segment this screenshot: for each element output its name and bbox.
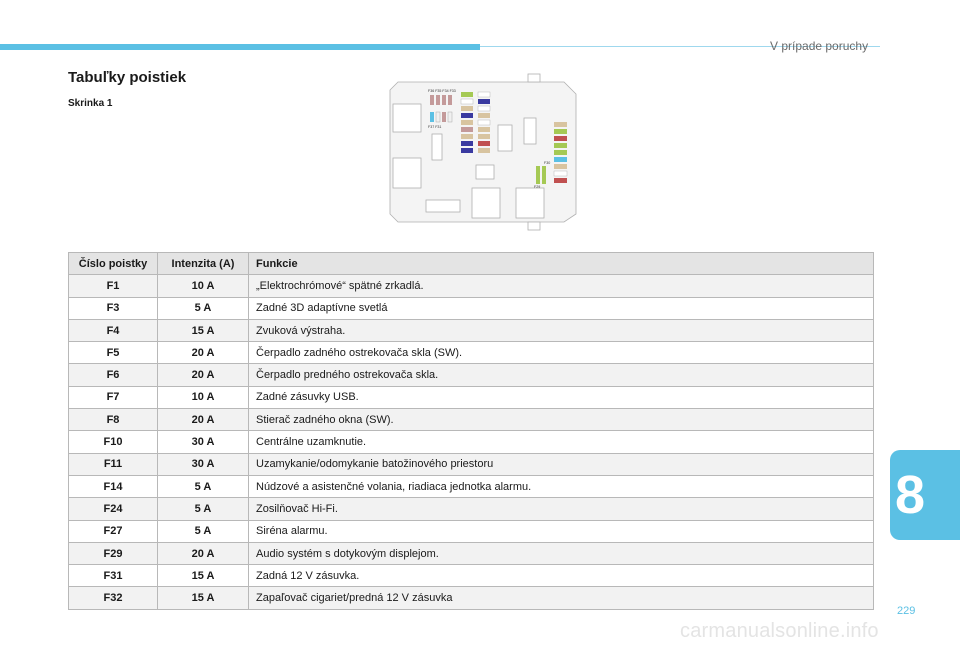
amperage-cell: 5 A — [157, 519, 249, 543]
amperage-cell: 5 A — [157, 296, 249, 320]
amperage-cell: 5 A — [157, 474, 249, 499]
fuse-number-cell: F10 — [68, 430, 158, 454]
fuse-number-cell: F6 — [68, 363, 158, 387]
function-cell: Zadná 12 V zásuvka. — [248, 564, 874, 588]
amperage-cell: 5 A — [157, 497, 249, 521]
amperage-cell: 15 A — [157, 586, 249, 610]
table-row: F14 5 A Núdzové a asistenčné volania, riad… — [68, 474, 874, 499]
table-row: F5 20 A Čerpadlo zadného ostrekovača skla … — [68, 341, 874, 365]
table-row: F31 15 A Zadná 12 V zásuvka. — [68, 564, 874, 588]
function-cell: Zadné zásuvky USB. — [248, 385, 874, 410]
function-cell: Siréna alarmu. — [248, 519, 874, 543]
function-cell: Uzamykanie/odomykanie batožinového pries… — [248, 452, 874, 476]
amperage-cell: 20 A — [157, 408, 249, 432]
mini-fuse-column-2 — [477, 91, 491, 153]
amperage-cell: 15 A — [157, 318, 249, 343]
fuse-number-cell: F14 — [68, 474, 158, 499]
table-row: F4 15 A Zvuková výstraha. — [68, 318, 874, 343]
table-header-row: Číslo poistky Intenzita (A) Funkcie — [68, 251, 874, 276]
maxi-fuses — [536, 166, 546, 184]
chapter-tab — [890, 450, 960, 540]
page-title: Tabuľky poistiek — [68, 69, 187, 86]
amperage-cell: 10 A — [157, 274, 249, 298]
section-title: V prípade poruchy — [770, 39, 869, 53]
chapter-number: 8 — [894, 465, 926, 525]
col-header-amperage: Intenzita (A) — [157, 251, 249, 276]
function-cell: Čerpadlo zadného ostrekovača skla (SW). — [248, 341, 874, 365]
function-cell: Audio systém s dotykovým displejom. — [248, 541, 874, 566]
fuse-table: Číslo poistky Intenzita (A) Funkcie F1 10… — [68, 251, 874, 610]
fuse-number-cell: F5 — [68, 341, 158, 365]
amperage-cell: 20 A — [157, 541, 249, 566]
function-cell: Čerpadlo predného ostrekovača skla. — [248, 363, 874, 387]
fuse-number-cell: F29 — [68, 541, 158, 566]
diagram-label-right-top: F30 — [544, 161, 550, 165]
fuse-number-cell: F31 — [68, 564, 158, 588]
fuse-number-cell: F1 — [68, 274, 158, 298]
amperage-cell: 30 A — [157, 430, 249, 454]
function-cell: Zvuková výstraha. — [248, 318, 874, 343]
watermark: carmanualsonline.info — [680, 620, 879, 642]
fuse-number-cell: F27 — [68, 519, 158, 543]
fuse-number-cell: F7 — [68, 385, 158, 410]
amperage-cell: 10 A — [157, 385, 249, 410]
table-row: F11 30 A Uzamykanie/odomykanie batožinovéh… — [68, 452, 874, 476]
function-cell: Stierač zadného okna (SW). — [248, 408, 874, 432]
function-cell: „Elektrochrómové“ spätné zrkadlá. — [248, 274, 874, 298]
fuse-number-cell: F11 — [68, 452, 158, 476]
page-subtitle: Skrinka 1 — [68, 98, 113, 109]
diagram-label-right-bottom: F29 — [534, 185, 540, 189]
accent-bar — [0, 44, 480, 50]
function-cell: Centrálne uzamknutie. — [248, 430, 874, 454]
amperage-cell: 15 A — [157, 564, 249, 588]
fuse-number-cell: F3 — [68, 296, 158, 320]
table-row: F27 5 A Siréna alarmu. — [68, 519, 874, 543]
table-row: F8 20 A Stierač zadného okna (SW). — [68, 408, 874, 432]
function-cell: Zapaľovač cigariet/predná 12 V zásuvka — [248, 586, 874, 610]
col-header-fuse: Číslo poistky — [68, 251, 158, 276]
function-cell: Zosilňovač Hi-Fi. — [248, 497, 874, 521]
fuse-number-cell: F8 — [68, 408, 158, 432]
diagram-label-top: F36 F35 F34 F33 — [428, 89, 456, 93]
accent-line — [480, 46, 880, 47]
table-row: F10 30 A Centrálne uzamknutie. — [68, 430, 874, 454]
fuse-box-diagram: F36 F35 F34 F33 F37 F31 F30 F29 — [389, 73, 577, 231]
table-row: F24 5 A Zosilňovač Hi-Fi. — [68, 497, 874, 521]
table-row: F29 20 A Audio systém s dotykovým displejo… — [68, 541, 874, 566]
mini-fuse-column-3 — [553, 122, 568, 183]
amperage-cell: 30 A — [157, 452, 249, 476]
col-header-function: Funkcie — [248, 251, 874, 276]
page-number: 229 — [897, 605, 916, 617]
diagram-label-left: F37 F31 — [428, 125, 441, 129]
amperage-cell: 20 A — [157, 341, 249, 365]
fuse-number-cell: F4 — [68, 318, 158, 343]
fuse-number-cell: F32 — [68, 586, 158, 610]
table-row: F32 15 A Zapaľovač cigariet/predná 12 V zá… — [68, 586, 874, 610]
function-cell: Zadné 3D adaptívne svetlá — [248, 296, 874, 320]
table-row: F6 20 A Čerpadlo predného ostrekovača skla… — [68, 363, 874, 387]
function-cell: Núdzové a asistenčné volania, riadiaca j… — [248, 474, 874, 499]
fuse-table-body: F1 10 A „Elektrochrómové“ spätné zrkadlá. F… — [68, 274, 874, 610]
mini-fuse-column-1 — [460, 92, 474, 153]
table-row: F1 10 A „Elektrochrómové“ spätné zrkadlá. — [68, 274, 874, 298]
amperage-cell: 20 A — [157, 363, 249, 387]
fuse-number-cell: F24 — [68, 497, 158, 521]
relay-fuses — [430, 95, 453, 123]
table-row: F7 10 A Zadné zásuvky USB. — [68, 385, 874, 410]
table-row: F3 5 A Zadné 3D adaptívne svetlá — [68, 296, 874, 320]
